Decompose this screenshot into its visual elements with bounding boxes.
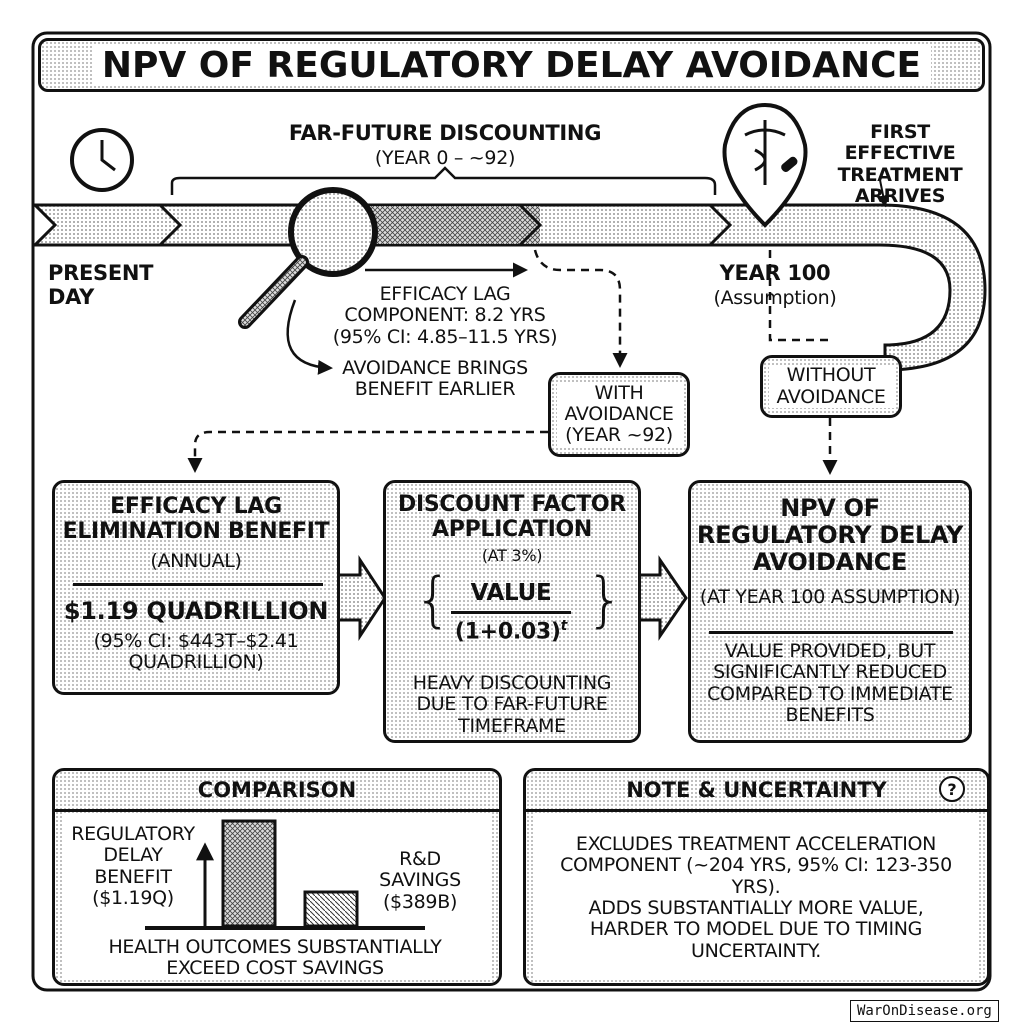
bar-regulatory-benefit [221,819,277,928]
avoidance-earlier-label: AVOIDANCE BRINGS BENEFIT EARLIER [342,357,528,401]
rd-savings-label: R&D SAVINGS ($389B) [379,848,461,913]
outer-frame [31,31,992,992]
comparison-title: COMPARISON [197,778,357,802]
year-100-label: YEAR 100 [719,261,831,285]
comparison-caption: HEALTH OUTCOMES SUBSTANTIALLY EXCEED COS… [108,936,442,980]
regulatory-benefit-label: REGULATORY DELAY BENEFIT ($1.19Q) [71,823,195,909]
watermark: WarOnDisease.org [850,1000,999,1022]
title-banner: NPV OF REGULATORY DELAY AVOIDANCE [38,38,985,92]
map-pin-icon [722,102,808,228]
discount-title: DISCOUNT FACTOR APPLICATION [398,492,626,542]
block-arrow [634,555,688,641]
benefit-title: EFFICACY LAG ELIMINATION BENEFIT [62,494,330,544]
page-title: NPV OF REGULATORY DELAY AVOIDANCE [91,44,932,86]
efficacy-lag-ci: (95% CI: 4.85–11.5 YRS) [332,325,558,348]
efficacy-lag-label: EFFICACY LAG COMPONENT: 8.2 YRS (95% CI:… [330,283,560,348]
benefit-sub: (ANNUAL) [150,550,242,572]
note-text-2: ADDS SUBSTANTIALLY MORE VALUE, HARDER TO… [588,897,924,962]
far-future-label: FAR-FUTURE DISCOUNTING [288,121,602,145]
npv-title: NPV OF REGULATORY DELAY AVOIDANCE [696,494,964,576]
denominator-base: (1+0.03) [454,619,561,645]
npv-box: NPV OF REGULATORY DELAY AVOIDANCE (AT YE… [688,480,972,743]
efficacy-lag-line2: COMPONENT: 8.2 YRS [344,304,546,327]
benefit-box: EFFICACY LAG ELIMINATION BENEFIT (ANNUAL… [52,480,340,695]
comparison-panel: COMPARISON REGULATORY DELAY BENEFIT ($1.… [52,768,502,986]
year-100-note: (Assumption) [713,287,837,309]
clock-icon [70,128,134,192]
without-avoidance-box: WITHOUT AVOIDANCE [760,355,902,418]
question-icon[interactable]: ? [939,776,965,802]
bar-rd-savings [303,890,359,928]
without-avoidance-label: WITHOUT AVOIDANCE [768,365,894,408]
far-future-range: (YEAR 0 – ~92) [374,147,516,169]
note-panel: NOTE & UNCERTAINTY ? EXCLUDES TREATMENT … [523,768,990,986]
far-future-brace [170,166,717,195]
discount-box: DISCOUNT FACTOR APPLICATION (AT 3%) { } … [383,480,641,743]
benefit-value: $1.19 QUADRILLION [63,597,329,625]
npv-sub: (AT YEAR 100 ASSUMPTION) [699,586,961,608]
block-arrow [334,554,387,642]
discount-note: HEAVY DISCOUNTING DUE TO FAR-FUTURE TIME… [412,672,612,737]
discount-numerator: VALUE [470,580,552,606]
with-avoidance-box: WITH AVOIDANCE (YEAR ~92) [548,372,690,457]
discount-sub: (AT 3%) [481,546,543,565]
comparison-bar-chart [145,819,425,930]
note-title: NOTE & UNCERTAINTY [626,778,887,802]
denominator-exponent: t [560,618,568,634]
magnifier-icon [238,187,378,329]
benefit-ci: (95% CI: $443T–$2.41 QUADRILLION) [93,630,299,674]
first-treatment-label: FIRST EFFECTIVE TREATMENT ARRIVES [837,121,963,207]
npv-note: VALUE PROVIDED, BUT SIGNIFICANTLY REDUCE… [707,640,953,726]
efficacy-lag-line1: EFFICACY LAG [379,283,511,305]
discount-denominator: (1+0.03)t [441,618,581,645]
note-text-1: EXCLUDES TREATMENT ACCELERATION COMPONEN… [560,833,952,898]
with-avoidance-label: WITH AVOIDANCE (YEAR ~92) [556,382,682,447]
present-day-label: PRESENT DAY [48,261,154,309]
